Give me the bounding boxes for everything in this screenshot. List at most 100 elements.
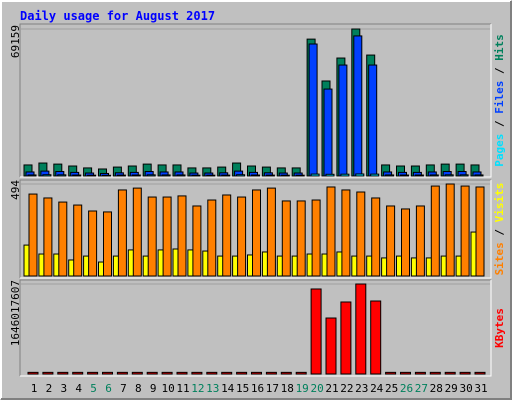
bar — [323, 88, 333, 177]
legend: Pages / Files / Hits — [493, 34, 506, 167]
bar — [147, 196, 157, 277]
x-tick-label: 19 — [296, 382, 309, 395]
legend-entry: Sites — [493, 242, 506, 275]
bar — [42, 174, 52, 177]
bar — [385, 371, 397, 375]
bar — [251, 371, 262, 375]
y-tick-label: 69159 — [9, 25, 22, 58]
bar — [400, 371, 411, 375]
x-tick-label: 22 — [340, 382, 353, 395]
bar — [131, 371, 143, 375]
bar — [146, 371, 158, 375]
bar — [295, 174, 305, 177]
bar — [237, 196, 247, 277]
bar — [429, 371, 441, 375]
bar — [42, 371, 54, 375]
x-tick-label: 31 — [474, 382, 487, 395]
legend: Sites / Visits — [493, 183, 506, 276]
chart-title: Daily usage for August 2017 — [20, 9, 215, 23]
panel-bevel-light — [20, 180, 492, 279]
x-tick-label: 11 — [176, 382, 189, 395]
bar — [430, 185, 440, 277]
bar — [146, 174, 156, 177]
x-tick-label: 7 — [120, 382, 127, 395]
bar — [43, 197, 53, 277]
panel-bevel-dark — [19, 23, 491, 177]
legend-entry: Visits — [493, 183, 506, 223]
x-tick-label: 26 — [400, 382, 413, 395]
bar — [103, 211, 112, 277]
bar — [280, 371, 292, 375]
panel-bevel-dark — [19, 279, 491, 376]
x-tick-label: 17 — [266, 382, 279, 395]
x-tick-label: 29 — [445, 382, 458, 395]
x-tick-label: 3 — [60, 382, 67, 395]
bar — [58, 201, 68, 277]
bar — [280, 174, 290, 177]
panel-frame — [20, 24, 491, 177]
bar — [87, 371, 99, 375]
bar — [161, 371, 173, 375]
bar — [265, 174, 275, 177]
bar — [206, 371, 218, 375]
bar — [191, 371, 203, 375]
bar — [341, 189, 351, 277]
bar — [475, 186, 485, 277]
x-tick-label: 28 — [430, 382, 443, 395]
bar — [207, 199, 217, 277]
bar — [57, 371, 69, 375]
x-tick-label: 8 — [135, 382, 142, 395]
bar — [371, 197, 381, 277]
bar — [386, 205, 396, 277]
y-tick-label: 1646017607 — [9, 280, 22, 346]
bar — [325, 173, 335, 177]
bar — [356, 191, 366, 277]
bar — [87, 174, 97, 177]
bar — [176, 371, 188, 375]
legend: KBytes — [493, 308, 506, 348]
x-tick-label: 30 — [459, 382, 472, 395]
x-tick-label: 27 — [415, 382, 428, 395]
bar — [308, 43, 318, 177]
bar — [295, 371, 307, 375]
bar — [27, 371, 39, 375]
bar — [385, 174, 395, 177]
x-tick-label: 15 — [236, 382, 249, 395]
bar — [414, 371, 426, 375]
x-tick-label: 13 — [206, 382, 219, 395]
bar — [281, 200, 291, 277]
bar — [192, 205, 202, 277]
legend-separator: / — [493, 222, 506, 242]
bar — [57, 174, 67, 177]
bar — [310, 173, 320, 177]
bar — [162, 196, 172, 277]
bar — [88, 210, 98, 277]
bar — [116, 371, 128, 375]
bar — [176, 174, 186, 177]
bar — [266, 187, 276, 277]
bar — [102, 371, 113, 375]
bar — [370, 300, 382, 375]
bar — [414, 174, 424, 177]
legend-separator: / — [493, 61, 506, 81]
bar — [338, 64, 348, 177]
bar — [116, 174, 126, 177]
x-tick-label: 23 — [355, 382, 368, 395]
bar — [73, 204, 83, 277]
bar — [474, 371, 486, 375]
bar — [131, 174, 141, 177]
bar — [236, 371, 248, 375]
bar — [368, 64, 378, 177]
bar — [72, 371, 84, 375]
x-tick-label: 4 — [75, 382, 82, 395]
x-tick-label: 24 — [370, 382, 384, 395]
bar — [460, 185, 470, 277]
bar — [191, 174, 201, 177]
bar — [340, 173, 350, 177]
bar — [400, 174, 409, 177]
panel-bevel-dark — [19, 179, 491, 278]
y-tick-label: 494 — [9, 180, 22, 200]
